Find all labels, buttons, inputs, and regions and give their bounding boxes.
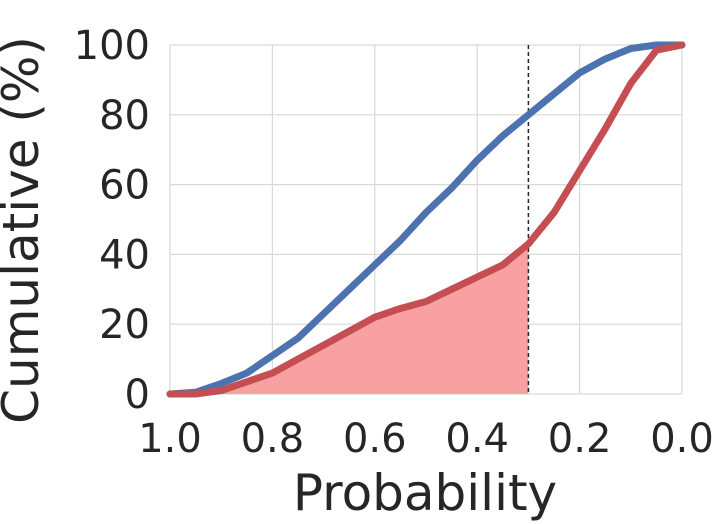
y-tick-label-5: 100 (74, 23, 150, 69)
y-tick-label-3: 60 (99, 163, 150, 209)
x-axis-label: Probability (293, 464, 557, 522)
x-tick-label-2: 0.6 (343, 416, 407, 462)
x-tick-label-5: 0.0 (650, 416, 714, 462)
tick-labels: 1.0 0.8 0.6 0.4 0.2 0.0 0 20 40 60 80 100 (74, 23, 714, 462)
y-tick-label-0: 0 (125, 372, 150, 418)
series-0-line (166, 41, 686, 398)
y-axis-label: Cumulative (%) (0, 36, 50, 424)
series-lines (166, 41, 686, 398)
x-tick-label-1: 0.8 (241, 416, 305, 462)
x-tick-label-4: 0.2 (548, 416, 612, 462)
x-tick-label-0: 1.0 (138, 416, 202, 462)
series-1-line (166, 41, 686, 398)
fill-area (170, 243, 529, 394)
series-1-fill (170, 243, 529, 394)
y-tick-label-1: 20 (99, 302, 150, 348)
y-tick-label-4: 80 (99, 93, 150, 139)
x-tick-label-3: 0.4 (445, 416, 509, 462)
y-tick-label-2: 40 (99, 232, 150, 278)
